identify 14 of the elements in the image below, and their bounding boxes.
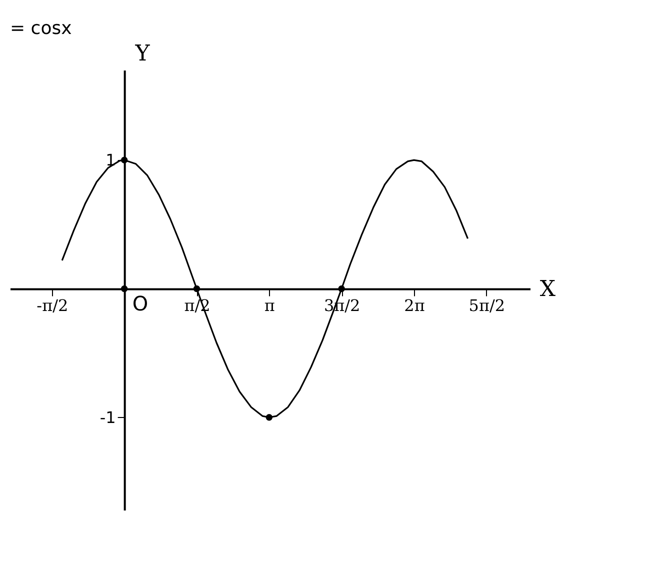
y-axis-title: Y xyxy=(134,42,150,66)
point xyxy=(120,285,128,292)
x-tick-label: -π/2 xyxy=(36,296,68,316)
annotation: O xyxy=(132,292,148,316)
x-tick-label: 5π/2 xyxy=(468,296,506,316)
x-tick-label: 2π xyxy=(404,296,425,316)
chart-title: = cosx xyxy=(10,18,72,39)
point xyxy=(266,414,273,421)
x-tick-label: π xyxy=(264,296,275,316)
point xyxy=(193,285,200,292)
point xyxy=(120,156,128,164)
y-tick-label: -1 xyxy=(100,408,116,427)
point xyxy=(338,285,345,292)
x-axis-title: X xyxy=(540,277,556,302)
